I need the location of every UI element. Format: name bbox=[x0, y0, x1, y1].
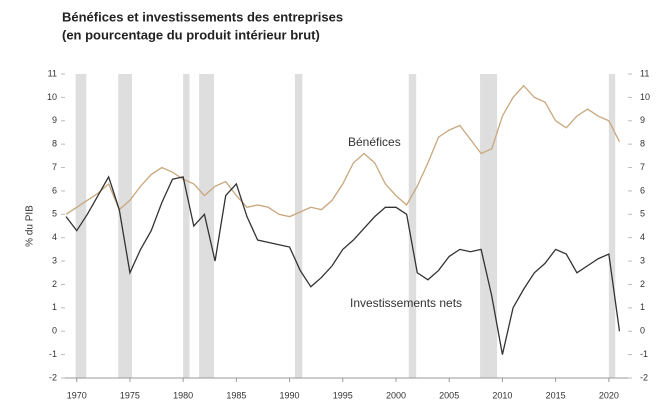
y2-tick-label: 9 bbox=[640, 115, 645, 125]
y-axis-label: % du PIB bbox=[25, 205, 36, 247]
y2-tick-label: -1 bbox=[640, 349, 648, 359]
y2-tick-label: 8 bbox=[640, 139, 645, 149]
x-tick-label: 1975 bbox=[120, 390, 140, 400]
series-line bbox=[65, 175, 621, 355]
y2-tick-label: 0 bbox=[640, 326, 645, 336]
recession-band bbox=[608, 74, 616, 378]
y-tick-label: 5 bbox=[52, 209, 57, 219]
y2-tick-label: 3 bbox=[640, 255, 645, 265]
y-tick-label: 11 bbox=[48, 68, 57, 78]
series-annotation: Bénéfices bbox=[348, 135, 401, 149]
recession-band bbox=[408, 74, 417, 378]
y2-tick-label: 4 bbox=[640, 232, 645, 242]
x-tick-label: 1995 bbox=[333, 390, 353, 400]
x-tick-label: 2000 bbox=[386, 390, 406, 400]
recession-band bbox=[294, 74, 303, 378]
y-tick-label: 7 bbox=[52, 162, 57, 172]
y2-tick-label: 10 bbox=[640, 92, 650, 102]
recession-band bbox=[118, 74, 133, 378]
series-annotation: Investissements nets bbox=[350, 296, 462, 310]
chart-title: Bénéfices et investissements des entrepr… bbox=[62, 9, 343, 24]
y-tick-label: 4 bbox=[52, 232, 57, 242]
y2-tick-label: 6 bbox=[640, 185, 645, 195]
y-tick-label: 0 bbox=[52, 326, 57, 336]
recession-band bbox=[75, 74, 87, 378]
x-tick-label: 1970 bbox=[67, 390, 87, 400]
y2-tick-label: 11 bbox=[640, 68, 649, 78]
x-tick-label: 1985 bbox=[226, 390, 246, 400]
recession-band bbox=[480, 74, 498, 378]
y-tick-label: 6 bbox=[52, 185, 57, 195]
y2-tick-label: 2 bbox=[640, 279, 645, 289]
x-tick-label: 2010 bbox=[492, 390, 512, 400]
x-tick-label: 1980 bbox=[173, 390, 193, 400]
y-tick-label: -1 bbox=[49, 349, 57, 359]
recession-band bbox=[183, 74, 190, 378]
y-tick-label: 9 bbox=[52, 115, 57, 125]
y-tick-label: 2 bbox=[52, 279, 57, 289]
y-tick-label: 3 bbox=[52, 255, 57, 265]
y2-tick-label: -2 bbox=[640, 372, 648, 382]
y-tick-label: -2 bbox=[49, 372, 57, 382]
x-tick-label: 2005 bbox=[439, 390, 459, 400]
x-tick-label: 1990 bbox=[280, 390, 300, 400]
y-tick-label: 8 bbox=[52, 139, 57, 149]
y2-tick-label: 1 bbox=[640, 302, 645, 312]
x-tick-label: 2020 bbox=[599, 390, 619, 400]
y2-tick-label: 7 bbox=[640, 162, 645, 172]
y-tick-label: 1 bbox=[52, 302, 57, 312]
y-tick-label: 10 bbox=[47, 92, 57, 102]
chart-subtitle: (en pourcentage du produit intérieur bru… bbox=[62, 27, 320, 42]
series-line bbox=[65, 84, 621, 218]
y2-tick-label: 5 bbox=[640, 209, 645, 219]
x-tick-label: 2015 bbox=[546, 390, 566, 400]
